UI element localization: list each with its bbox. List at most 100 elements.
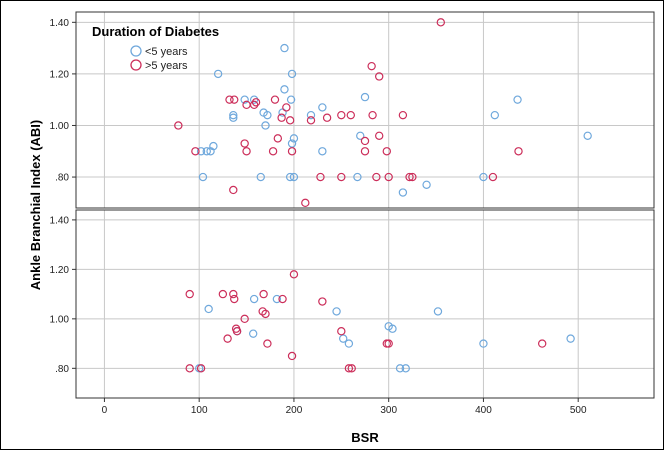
top-data-point-lt5 — [289, 134, 299, 143]
bottom-y-tick-label: 1.00 — [50, 314, 70, 325]
top-data-point-lt5 — [256, 172, 265, 182]
bottom-data-point-gt5 — [537, 339, 547, 348]
top-data-point-lt5 — [490, 110, 500, 120]
x-tick-label: 100 — [191, 405, 208, 416]
bottom-data-point-gt5 — [347, 364, 356, 373]
bottom-data-point-gt5 — [185, 289, 194, 299]
top-data-point-lt5 — [360, 92, 370, 102]
legend-label-0: <5 years — [145, 46, 188, 58]
top-data-point-gt5 — [408, 172, 417, 182]
bottom-data-point-lt5 — [248, 329, 258, 338]
top-data-point-lt5 — [229, 113, 238, 122]
bottom-data-point-lt5 — [401, 364, 410, 373]
top-data-point-gt5 — [287, 147, 297, 156]
top-data-point-gt5 — [398, 110, 408, 120]
top-data-point-gt5 — [285, 116, 295, 125]
top-data-point-gt5 — [384, 172, 393, 182]
top-data-point-gt5 — [191, 147, 200, 156]
bottom-data-point-gt5 — [263, 339, 272, 348]
top-data-point-lt5 — [286, 95, 296, 104]
top-data-point-lt5 — [206, 147, 215, 156]
top-data-point-lt5 — [289, 172, 299, 182]
bottom-data-point-lt5 — [204, 304, 213, 314]
top-data-point-lt5 — [479, 172, 488, 182]
top-data-point-gt5 — [382, 147, 391, 156]
bottom-panel-border — [75, 209, 655, 399]
top-data-point-gt5 — [174, 121, 183, 130]
top-data-point-lt5 — [422, 180, 431, 189]
bottom-y-tick-label: .80 — [55, 364, 69, 375]
bottom-panel-background — [76, 210, 654, 398]
bottom-data-point-lt5 — [433, 307, 443, 316]
bottom-data-point-lt5 — [332, 307, 341, 316]
top-data-point-lt5 — [198, 172, 208, 182]
top-data-point-lt5 — [356, 131, 365, 140]
top-data-point-lt5 — [318, 103, 327, 112]
top-data-point-lt5 — [353, 172, 362, 182]
bottom-data-point-gt5 — [259, 289, 268, 299]
top-data-point-gt5 — [360, 136, 370, 146]
top-y-tick-label: 1.20 — [50, 69, 70, 80]
bottom-data-point-lt5 — [395, 364, 405, 373]
top-data-point-lt5 — [249, 95, 259, 104]
bottom-data-point-gt5 — [258, 307, 267, 316]
top-y-tick-label: 1.40 — [50, 18, 70, 29]
top-data-point-lt5 — [213, 69, 223, 79]
top-panel-border — [75, 11, 655, 209]
top-data-point-gt5 — [240, 139, 249, 148]
bottom-data-point-gt5 — [240, 314, 249, 324]
bottom-data-point-gt5 — [337, 327, 346, 336]
top-data-point-gt5 — [242, 147, 251, 156]
legend-marker-0 — [130, 45, 142, 57]
top-y-tick-label: 1.00 — [50, 121, 70, 132]
top-data-point-gt5 — [360, 147, 370, 156]
top-data-point-lt5 — [513, 95, 522, 104]
top-data-point-gt5 — [337, 110, 346, 120]
top-data-point-gt5 — [277, 113, 286, 122]
top-data-point-gt5 — [273, 134, 283, 143]
x-tick-label: 0 — [102, 405, 108, 416]
top-data-point-lt5 — [196, 147, 206, 156]
x-tick-label: 300 — [380, 405, 397, 416]
top-panel-background — [76, 12, 654, 208]
bottom-data-point-gt5 — [318, 297, 327, 306]
bottom-data-point-gt5 — [278, 294, 287, 304]
top-data-point-gt5 — [282, 103, 291, 112]
top-data-point-lt5 — [261, 121, 270, 130]
bottom-data-point-gt5 — [289, 270, 299, 279]
top-data-point-gt5 — [372, 172, 381, 182]
top-data-point-lt5 — [583, 131, 592, 140]
top-data-point-lt5 — [285, 172, 295, 182]
top-data-point-gt5 — [268, 147, 278, 156]
bottom-data-point-gt5 — [287, 351, 297, 361]
bottom-data-point-gt5 — [229, 289, 238, 299]
bottom-data-point-lt5 — [249, 294, 259, 304]
bottom-data-point-lt5 — [339, 334, 348, 343]
bottom-y-tick-label: 1.40 — [50, 215, 70, 226]
legend-title: Duration of Diabetes — [92, 24, 219, 39]
bottom-data-point-lt5 — [344, 339, 354, 348]
bottom-data-point-gt5 — [218, 289, 228, 299]
bottom-data-point-gt5 — [223, 334, 232, 343]
top-data-point-gt5 — [230, 95, 239, 104]
x-tick-label: 400 — [475, 405, 492, 416]
bottom-data-point-gt5 — [230, 294, 239, 304]
top-data-point-gt5 — [251, 98, 261, 107]
top-data-point-gt5 — [514, 147, 523, 156]
top-data-point-gt5 — [368, 110, 377, 120]
top-data-point-gt5 — [242, 100, 251, 110]
top-data-point-lt5 — [306, 110, 316, 120]
bottom-data-point-lt5 — [566, 334, 575, 343]
top-data-point-gt5 — [337, 172, 346, 182]
x-tick-label: 200 — [286, 405, 303, 416]
top-data-point-lt5 — [280, 85, 289, 94]
x-axis-title: BSR — [351, 430, 379, 445]
top-data-point-gt5 — [322, 113, 332, 122]
top-data-point-gt5 — [301, 198, 310, 208]
bottom-data-point-lt5 — [479, 339, 488, 348]
bottom-data-point-lt5 — [388, 324, 397, 333]
y-axis-title: Ankle Branchial Index (ABI) — [28, 120, 43, 290]
bottom-data-point-gt5 — [384, 339, 393, 348]
bottom-y-tick-label: 1.20 — [50, 265, 70, 276]
